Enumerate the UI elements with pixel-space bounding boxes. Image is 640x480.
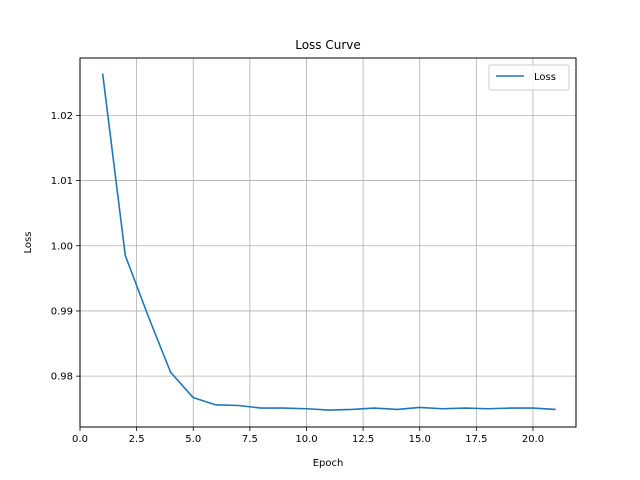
- x-tick-label: 0.0: [72, 434, 88, 445]
- y-axis-label: Loss: [23, 232, 34, 254]
- x-tick-label: 10.0: [295, 434, 317, 445]
- y-tick-label: 1.01: [51, 176, 73, 187]
- legend-box: [488, 64, 570, 91]
- x-axis-ticks: 0.0 2.5 5.0 7.5 10.0 12.5 15.0 17.5 20.0: [72, 427, 544, 445]
- y-tick-label: 0.99: [51, 306, 73, 317]
- x-tick-label: 15.0: [409, 434, 431, 445]
- y-axis-ticks: 0.98 0.99 1.00 1.01 1.02: [51, 111, 80, 383]
- legend: Loss: [488, 64, 570, 91]
- grid-lines: [79, 58, 576, 427]
- y-tick-label: 1.00: [51, 241, 73, 252]
- x-tick-label: 2.5: [129, 434, 145, 445]
- x-tick-label: 7.5: [242, 434, 258, 445]
- y-tick-label: 0.98: [51, 372, 73, 383]
- y-tick-label: 1.02: [51, 111, 73, 122]
- series-layer: [101, 73, 556, 411]
- plot-frame: [79, 57, 577, 428]
- x-tick-label: 17.5: [465, 434, 487, 445]
- chart-title: Loss Curve: [295, 38, 361, 52]
- x-tick-label: 20.0: [522, 434, 544, 445]
- x-tick-label: 5.0: [185, 434, 201, 445]
- x-axis-label: Epoch: [313, 458, 344, 469]
- x-tick-label: 12.5: [352, 434, 374, 445]
- legend-label-loss: Loss: [534, 72, 556, 83]
